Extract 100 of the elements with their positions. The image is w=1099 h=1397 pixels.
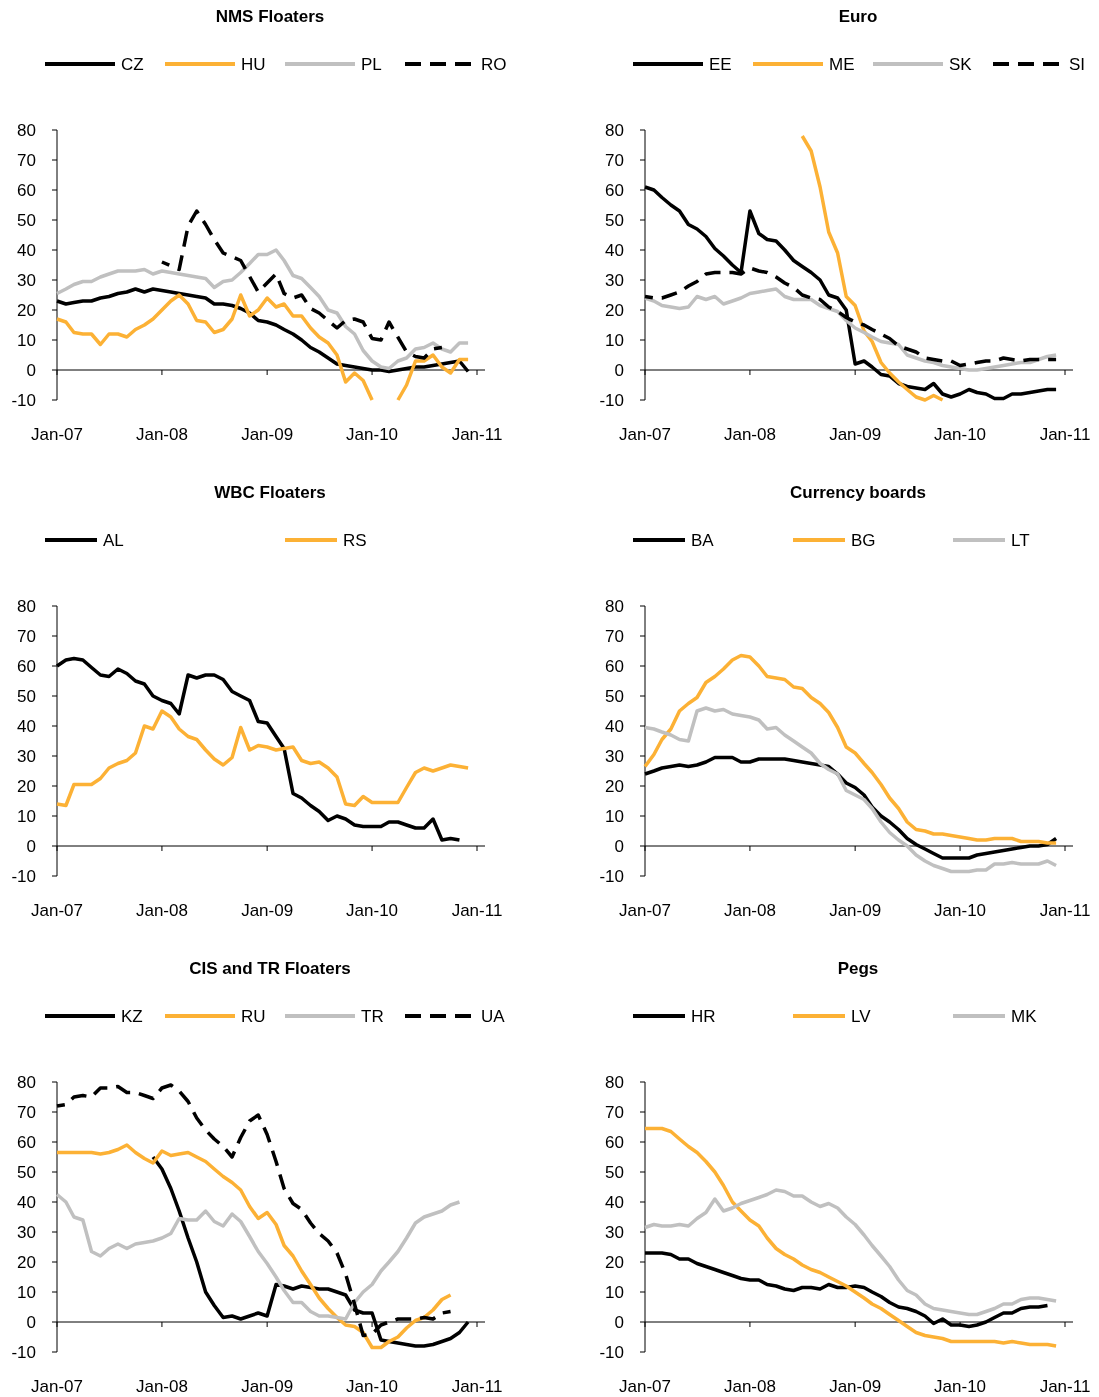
line-series [55,1143,453,1350]
chart-title: Euro [838,7,878,26]
y-tick-label: 50 [605,687,624,706]
y-tick-label: 80 [605,1073,624,1092]
x-tick-label: Jan-11 [451,901,503,920]
y-tick-label: 70 [17,627,36,646]
x-tick-label: Jan-10 [934,425,987,444]
x-tick-label: Jan-07 [31,901,83,920]
x-tick-label: Jan-09 [241,901,294,920]
y-tick-label: 40 [605,717,624,736]
x-tick-label: Jan-07 [31,1377,83,1396]
y-tick-label: 10 [17,807,36,826]
y-tick-label: 60 [605,181,624,200]
y-tick-label: 60 [605,657,624,676]
line-series [160,209,444,360]
x-tick-label: Jan-11 [1039,1377,1091,1396]
y-tick-label: 80 [17,121,36,140]
line-series [643,1188,1058,1317]
legend-label: BG [851,531,876,550]
legend-label: RO [481,55,507,74]
y-tick-label: 30 [17,271,36,290]
y-tick-label: 10 [17,331,36,350]
y-tick-label: 10 [605,807,624,826]
x-tick-label: Jan-10 [346,1377,399,1396]
y-tick-label: 70 [605,627,624,646]
y-tick-label: 30 [605,1223,624,1242]
y-tick-label: 20 [605,301,624,320]
legend-label: KZ [121,1007,143,1026]
y-tick-label: 0 [614,837,624,856]
y-tick-label: 30 [17,1223,36,1242]
x-tick-label: Jan-08 [723,901,776,920]
x-tick-label: Jan-11 [451,425,503,444]
x-tick-label: Jan-08 [135,425,188,444]
y-tick-label: 10 [17,1283,36,1302]
y-tick-label: 80 [17,597,36,616]
legend-label: CZ [121,55,144,74]
y-tick-label: 70 [605,151,624,170]
legend-label: TR [361,1007,384,1026]
y-tick-label: -10 [11,391,36,410]
x-tick-label: Jan-07 [619,901,671,920]
line-series [643,653,1058,845]
legend-label: SI [1069,55,1086,74]
y-tick-label: 50 [17,1163,36,1182]
x-tick-label: Jan-07 [31,425,83,444]
chart-title: Currency boards [789,483,927,502]
y-tick-label: 0 [26,837,36,856]
y-tick-label: 50 [605,1163,624,1182]
y-tick-label: 60 [17,1133,36,1152]
x-tick-label: Jan-10 [934,901,987,920]
legend-label: HU [241,55,266,74]
legend-label: RS [343,531,367,550]
line-series [55,1192,462,1321]
x-tick-label: Jan-09 [241,1377,294,1396]
y-tick-label: 40 [605,241,624,260]
y-tick-label: 20 [605,1253,624,1272]
y-tick-label: -10 [599,391,624,410]
y-tick-label: 30 [605,271,624,290]
y-tick-label: 40 [17,241,36,260]
y-tick-label: 0 [614,1313,624,1332]
y-tick-label: 30 [17,747,36,766]
y-tick-label: 0 [26,361,36,380]
y-tick-label: 40 [17,1193,36,1212]
y-tick-label: 50 [17,211,36,230]
y-tick-label: 50 [605,211,624,230]
x-tick-label: Jan-11 [1039,425,1091,444]
y-tick-label: 70 [605,1103,624,1122]
x-tick-label: Jan-10 [934,1377,987,1396]
chart-title: Pegs [837,959,879,978]
legend-label: UA [481,1007,506,1026]
y-tick-label: -10 [599,1343,624,1362]
x-tick-label: Jan-10 [346,425,399,444]
y-tick-label: 30 [605,747,624,766]
y-tick-label: 40 [605,1193,624,1212]
x-tick-label: Jan-10 [346,901,399,920]
legend-label: EE [709,55,732,74]
legend-label: HR [691,1007,716,1026]
line-series [55,709,470,808]
x-tick-label: Jan-09 [829,425,882,444]
y-tick-label: 10 [605,331,624,350]
x-tick-label: Jan-07 [619,1377,671,1396]
y-tick-label: 80 [605,121,624,140]
y-tick-label: 70 [17,1103,36,1122]
legend-label: LV [851,1007,872,1026]
y-tick-label: -10 [599,867,624,886]
line-series [800,134,945,402]
chart-title: WBC Floaters [214,483,326,502]
x-tick-label: Jan-07 [619,425,671,444]
y-tick-label: 20 [605,777,624,796]
x-tick-label: Jan-09 [241,425,294,444]
line-series [55,248,470,371]
x-tick-label: Jan-08 [723,1377,776,1396]
legend-label: ME [829,55,855,74]
y-tick-label: 80 [605,597,624,616]
y-tick-label: 10 [605,1283,624,1302]
y-tick-label: 20 [17,1253,36,1272]
line-series [643,706,1058,874]
legend-label: LT [1011,531,1030,550]
chart-title: NMS Floaters [215,7,325,26]
chart-title: CIS and TR Floaters [189,959,351,978]
line-series [643,1126,1058,1348]
